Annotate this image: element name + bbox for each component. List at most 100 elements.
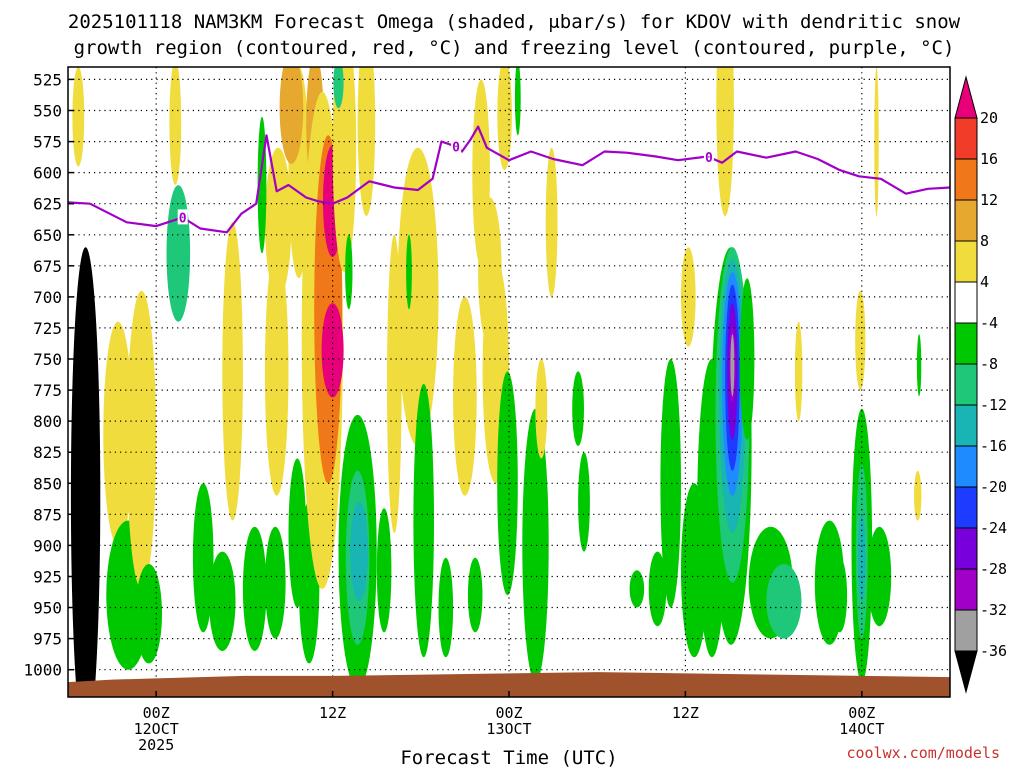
y-tick-label-650: 650 [33,226,62,245]
y-tick-label-925: 925 [33,568,62,587]
omega-cell-65 [730,334,735,397]
omega-cell-45 [514,67,521,136]
x-tick-label-36-1: 12Z [672,704,699,722]
colorbar-label-0: 20 [980,109,998,127]
colorbar-label-10: -24 [980,519,1007,537]
colorbar-band-10 [954,486,978,529]
chart-title-line-1: 2025101118 NAM3KM Forecast Omega (shaded… [68,11,961,33]
colorbar-label-9: -20 [980,478,1007,496]
y-tick-label-950: 950 [33,599,62,618]
omega-cell-68 [766,564,802,639]
colorbar-band-8 [954,404,978,447]
omega-cell-15 [265,526,286,639]
omega-cell-30 [350,501,368,602]
colorbar-band-5 [954,281,978,324]
y-tick-label-675: 675 [33,257,62,276]
y-tick-label-525: 525 [33,70,62,89]
omega-cell-19 [279,67,304,164]
x-tick-label-48-1: 00Z [848,704,875,722]
colorbar-label-11: -28 [980,560,1007,578]
colorbar-band-12 [954,568,978,611]
terrain-fill [68,672,950,697]
omega-cell-74 [858,514,866,602]
pressure-axis: 525 550 575 600 625 650 675 700 725 750 775 800 825 8… [23,70,74,680]
omega-cell-71 [832,557,848,633]
colorbar-band-2 [954,158,978,201]
omega-cell-9 [209,551,236,651]
y-tick-label-775: 775 [33,381,62,400]
colorbar-band-13 [954,609,978,652]
colorbar-label-7: -12 [980,396,1007,414]
grid-lines [68,67,950,697]
omega-cell-53 [660,359,681,608]
omega-cell-1 [70,247,101,697]
omega-cell-8 [192,483,214,633]
freezing-level-label-2: 0 [705,151,713,166]
colorbar-label-1: 16 [980,150,998,168]
y-tick-label-825: 825 [33,443,62,462]
colorbar-label-3: 8 [980,232,989,250]
omega-cell-5 [135,564,162,664]
omega-cell-10 [222,222,243,521]
freezing-label-bg-2 [703,149,714,165]
y-tick-label-1000: 1000 [23,661,62,680]
omega-cell-54 [681,247,696,347]
omega-cell-36 [413,383,435,658]
colorbar-label-4: 4 [980,273,989,291]
freezing-level-label-1: 0 [452,141,460,156]
omega-cell-40 [467,557,483,633]
y-tick-label-875: 875 [33,505,62,524]
freezing-level-label-0: 0 [179,211,187,226]
y-tick-label-600: 600 [33,164,62,183]
colorbar-label-8: -16 [980,437,1007,455]
omega-cell-24 [321,303,344,398]
freezing-level-line [68,125,950,234]
chart-title-line-2: growth region (contoured, red, °C) and f… [74,37,955,59]
colorbar-label-12: -32 [980,601,1007,619]
omega-cell-4 [126,290,157,589]
omega-cell-38 [453,296,477,496]
colorbar-label-6: -8 [980,355,998,373]
colorbar-band-11 [954,527,978,570]
colorbar-top-arrow [954,75,978,119]
colorbar: 20 16 12 8 4 -4 -8 -12 -16 -20 -24 -28 -32 -36 [954,75,1007,694]
x-tick-label-12-1: 12Z [319,704,346,722]
terrain-layer [68,672,950,697]
freezing-label-bg-1 [451,138,462,154]
y-tick-label-575: 575 [33,133,62,152]
freezing-level-layer: 0 0 0 [68,125,950,234]
y-tick-label-550: 550 [33,102,62,121]
omega-cell-31 [376,508,392,633]
omega-cell-0 [72,67,85,167]
x-tick-label-0-1: 00Z [143,704,170,722]
x-tick-label-24-2: 13OCT [486,720,531,738]
omega-cell-35 [406,234,412,310]
y-tick-label-900: 900 [33,536,62,555]
omega-cell-51 [629,570,645,608]
colorbar-band-1 [954,117,978,160]
y-tick-label-725: 725 [33,319,62,338]
y-tick-label-750: 750 [33,350,62,369]
credit-text: coolwx.com/models [846,744,1000,762]
omega-cell-37 [438,557,454,658]
omega-cell-34 [397,147,439,446]
omega-cell-49 [572,371,584,447]
colorbar-band-9 [954,445,978,488]
omega-cell-13 [264,247,289,496]
omega-cell-48 [545,147,558,297]
omega-cell-76 [855,290,866,391]
freezing-label-bg-0 [177,209,188,225]
omega-cell-69 [794,321,803,422]
colorbar-label-13: -36 [980,642,1007,660]
omega-cell-56 [716,67,734,217]
colorbar-band-4 [954,240,978,283]
omega-cell-11 [242,526,267,652]
omega-cell-2 [103,321,133,546]
omega-cell-78 [916,334,922,397]
omega-cell-32 [345,234,353,310]
x-tick-label-0-2: 12OCT [134,720,179,738]
omega-cell-66 [739,278,755,440]
omega-cell-46 [522,408,549,683]
